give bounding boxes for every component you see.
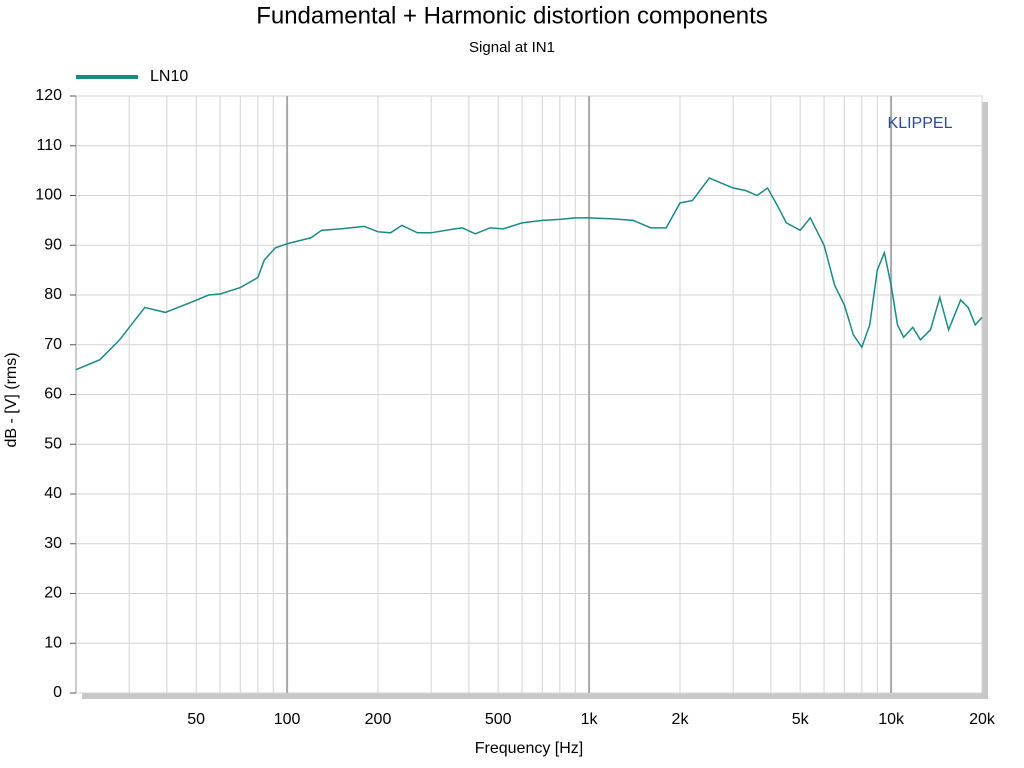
- y-tick-label: 10: [44, 634, 62, 651]
- y-tick-label: 30: [44, 535, 62, 552]
- x-tick-label: 5k: [792, 711, 810, 728]
- y-tick-label: 80: [44, 286, 62, 303]
- x-tick-label: 100: [274, 711, 301, 728]
- y-axis-label: dB - [V] (rms): [3, 352, 20, 447]
- plot: [75, 177, 983, 371]
- chart-subtitle: Signal at IN1: [469, 39, 555, 56]
- y-tick-label: 100: [35, 187, 62, 204]
- y-tick-label: 90: [44, 236, 62, 253]
- y-tick-label: 40: [44, 485, 62, 502]
- x-tick-label: 50: [187, 711, 205, 728]
- y-tick-label: 50: [44, 435, 62, 452]
- x-tick-label: 20k: [969, 711, 996, 728]
- chart-title: Fundamental + Harmonic distortion compon…: [256, 2, 768, 29]
- data-line: [75, 177, 983, 371]
- annotation: KLIPPEL: [888, 115, 953, 132]
- x-tick-label: 2k: [672, 711, 690, 728]
- y-tick-label: 70: [44, 336, 62, 353]
- x-tick-label: 10k: [878, 711, 905, 728]
- x-tick-label: 1k: [581, 711, 599, 728]
- y-tick-label: 0: [53, 684, 62, 701]
- x-tick-label: 500: [485, 711, 512, 728]
- y-tick-label: 60: [44, 386, 62, 403]
- x-axis-label: Frequency [Hz]: [475, 740, 583, 757]
- y-tick-label: 110: [36, 137, 62, 154]
- x-tick-label: 200: [365, 711, 392, 728]
- grid: [70, 95, 983, 694]
- legend-label: LN10: [150, 68, 188, 85]
- y-tick-label: 120: [35, 87, 62, 104]
- y-tick-label: 20: [44, 585, 62, 602]
